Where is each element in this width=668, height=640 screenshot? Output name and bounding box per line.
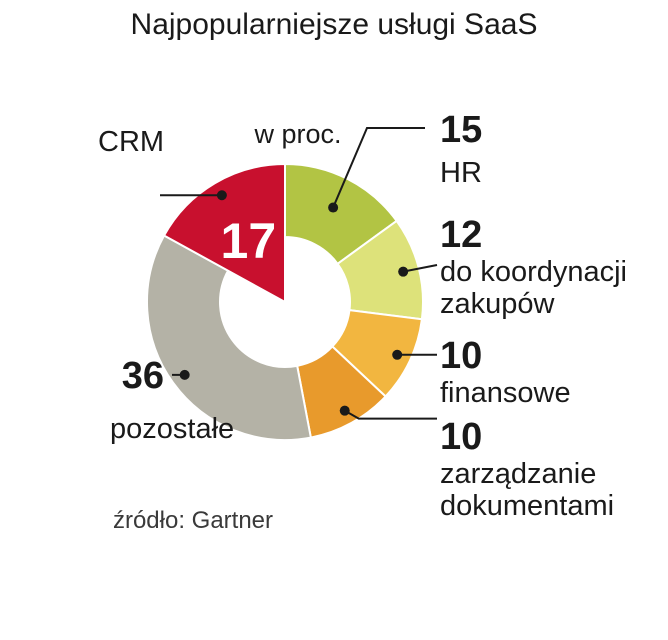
leader-lines bbox=[160, 127, 438, 420]
value-label: 10 bbox=[440, 335, 482, 377]
chart-title: Najpopularniejsze usługi SaaS bbox=[131, 8, 538, 41]
slice-pozostałe bbox=[146, 234, 313, 441]
leader-line bbox=[402, 264, 438, 273]
value-label: 10 bbox=[440, 416, 482, 458]
category-label: zakupów bbox=[440, 288, 556, 320]
slice-crm bbox=[162, 162, 286, 304]
slices bbox=[146, 162, 424, 441]
category-label: do koordynacji bbox=[440, 256, 627, 288]
category-label: finansowe bbox=[440, 377, 571, 409]
category-label: pozostałe bbox=[110, 413, 234, 445]
category-label: HR bbox=[440, 157, 482, 189]
category-label: CRM bbox=[98, 126, 164, 158]
category-label: zarządzanie bbox=[440, 458, 596, 490]
category-label: dokumentami bbox=[440, 490, 614, 522]
value-label: 36 bbox=[122, 355, 164, 397]
leader-line bbox=[332, 127, 425, 208]
value-label: 15 bbox=[440, 109, 482, 151]
value-label: 12 bbox=[440, 214, 482, 256]
source-note: źródło: Gartner bbox=[113, 507, 273, 534]
unit-label: w proc. bbox=[253, 119, 341, 149]
leader-line bbox=[344, 409, 437, 420]
crm-value-label: 17 bbox=[221, 213, 277, 269]
